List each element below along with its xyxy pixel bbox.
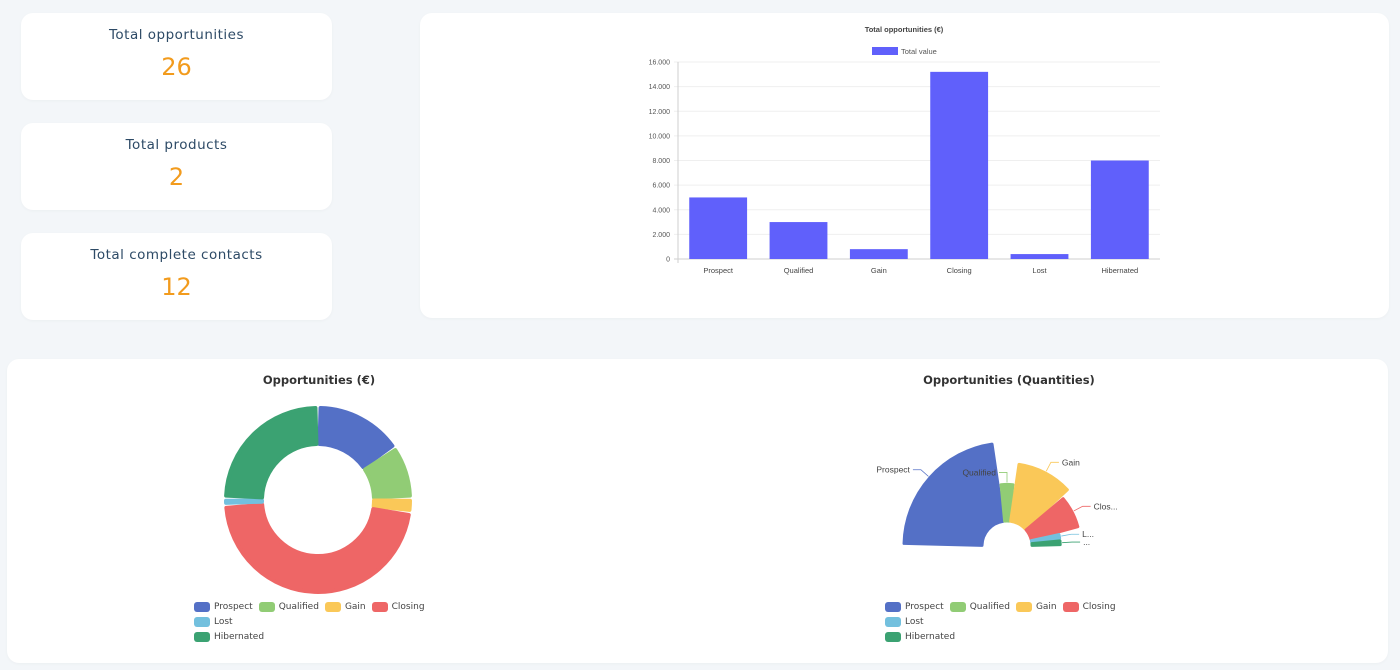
legend-swatch [258, 602, 275, 612]
bar-prospect[interactable] [689, 197, 748, 259]
legend-label: Closing [391, 602, 425, 612]
bar-lost[interactable] [1010, 254, 1069, 259]
legend-swatch [949, 602, 966, 612]
legend-label: Prospect [905, 602, 944, 612]
stat-card-total-complete-contacts: Total complete contacts 12 [21, 233, 332, 320]
legend-swatch [371, 602, 388, 612]
legend-label: Closing [1082, 602, 1116, 612]
bar-chart: Total opportunities (€) Total value 0 2.0… [649, 25, 1160, 275]
donut-chart-title: Opportunities (€) [262, 373, 376, 387]
y-tick-label: 16.000 [649, 60, 671, 67]
stat-value: 26 [161, 53, 192, 81]
donut-slice-prospect[interactable] [317, 406, 395, 470]
legend-label: Hibernated [905, 632, 956, 642]
donut-slice-gain[interactable] [371, 498, 412, 512]
rose-slice-label: Gain [1062, 457, 1080, 467]
legend-label: Gain [344, 602, 366, 612]
pie-charts-card: Opportunities (€) Opportunities (Quantit… [7, 359, 1388, 663]
x-tick-label: Closing [947, 266, 972, 275]
rose-label-line [912, 469, 929, 477]
rose-label-line [1061, 533, 1080, 537]
x-tick-label: Gain [871, 266, 887, 275]
rose-slice-closing[interactable] [1024, 497, 1080, 541]
legend-item-hibernated[interactable]: Hibernated [194, 632, 264, 642]
legend-item-hibernated[interactable]: Hibernated [885, 632, 955, 642]
legend-swatch [324, 602, 341, 612]
legend-item-prospect[interactable]: Prospect [885, 602, 944, 612]
legend-swatch [1062, 602, 1079, 612]
y-tick-label: 6.000 [652, 183, 670, 190]
legend-swatch [885, 617, 901, 627]
bar-legend-swatch[interactable] [872, 47, 898, 55]
donut-slice-qualified[interactable] [363, 448, 412, 500]
legend-label: Qualified [969, 602, 1010, 612]
legend-label: Lost [905, 617, 924, 627]
legend-item-closing[interactable]: Closing [371, 602, 425, 612]
legend-swatch [194, 632, 210, 642]
bar-chart-title: Total opportunities (€) [865, 25, 944, 34]
legend-item-lost[interactable]: Lost [885, 617, 924, 627]
stat-label: Total complete contacts [90, 247, 263, 263]
stat-card-total-opportunities: Total opportunities 26 [21, 13, 332, 100]
legend-item-closing[interactable]: Closing [1062, 602, 1116, 612]
rose-slice-prospect[interactable] [902, 442, 1005, 547]
legend-item-gain[interactable]: Gain [1015, 602, 1057, 612]
legend-swatch [1015, 602, 1032, 612]
y-tick-label: 4.000 [652, 207, 670, 214]
stat-label: Total opportunities [108, 27, 245, 43]
stat-label: Total products [125, 137, 228, 153]
x-tick-label: Lost [1032, 266, 1047, 275]
legend-swatch [194, 617, 210, 627]
legend-swatch [194, 602, 210, 612]
y-tick-label: 2.000 [652, 232, 670, 239]
stat-card-total-products: Total products 2 [21, 123, 332, 210]
legend-item-qualified[interactable]: Qualified [949, 602, 1010, 612]
rose-slice-label: Clos... [1094, 501, 1118, 511]
rose-legend: Prospect Qualified Gain Closing Lost Hibernat… [885, 602, 1155, 647]
legend-label: Prospect [214, 602, 253, 612]
donut-slice-closing[interactable] [224, 502, 411, 594]
rose-label-line [1045, 461, 1059, 472]
bar-chart-card: Total opportunities (€) Total value 0 2.0… [420, 13, 1389, 318]
bar-closing[interactable] [930, 71, 989, 259]
rose-slice-label: Prospect [876, 465, 910, 475]
bar-qualified[interactable] [769, 222, 828, 259]
legend-item-lost[interactable]: Lost [194, 617, 233, 627]
rose-chart-title: Opportunities (Quantities) [923, 373, 1095, 387]
y-tick-label: 8.000 [652, 158, 670, 165]
x-tick-label: Prospect [703, 266, 734, 275]
stat-value: 2 [168, 163, 185, 191]
rose-label-line [1062, 541, 1081, 544]
legend-label: Qualified [278, 602, 319, 612]
bar-hibernated[interactable] [1090, 160, 1149, 260]
y-tick-label: 14.000 [649, 84, 671, 91]
rose-slice-label: ... [1083, 537, 1090, 547]
legend-item-gain[interactable]: Gain [324, 602, 366, 612]
y-tick-label: 0 [666, 257, 670, 264]
stat-value: 12 [161, 273, 192, 301]
legend-swatch [885, 602, 901, 612]
x-tick-label: Hibernated [1101, 266, 1138, 275]
donut-legend: Prospect Qualified Gain Closing Lost Hibernat… [194, 602, 464, 647]
donut-slice-lost[interactable] [224, 498, 265, 505]
legend-item-qualified[interactable]: Qualified [258, 602, 319, 612]
rose-slice-label: Qualified [962, 467, 996, 477]
rose-slice-label: L... [1082, 529, 1094, 539]
donut-slice-hibernated[interactable] [224, 406, 319, 500]
legend-swatch [885, 632, 901, 642]
bar-gain[interactable] [849, 249, 908, 259]
y-tick-label: 12.000 [649, 109, 671, 116]
x-tick-label: Qualified [784, 266, 814, 275]
y-tick-label: 10.000 [649, 133, 671, 140]
legend-label: Lost [214, 617, 233, 627]
rose-label-line [999, 472, 1008, 483]
rose-slice-hibernated[interactable] [1030, 539, 1062, 547]
legend-label: Hibernated [214, 632, 265, 642]
rose-slice-gain[interactable] [1009, 462, 1069, 531]
legend-label: Gain [1035, 602, 1057, 612]
pie-charts: Prospect Qualified Gain Clos... L...... [224, 406, 1118, 594]
legend-item-prospect[interactable]: Prospect [194, 602, 253, 612]
bar-legend-label[interactable]: Total value [901, 47, 937, 56]
rose-label-line [1073, 505, 1091, 512]
